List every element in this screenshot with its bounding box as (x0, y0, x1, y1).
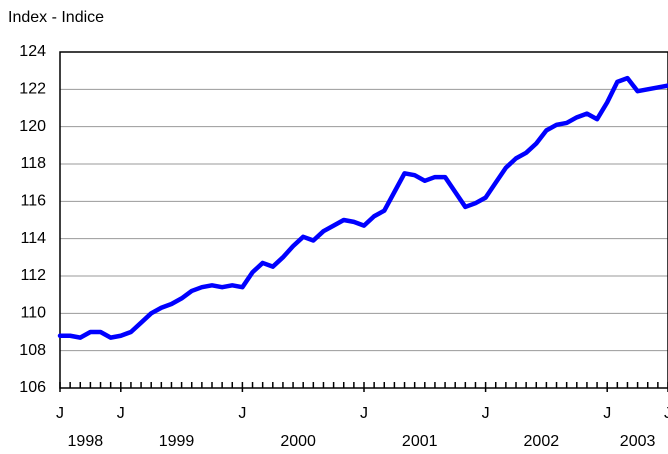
chart-title: Index - Indice (8, 9, 104, 26)
y-tick-label: 116 (20, 193, 46, 210)
line-series (57, 75, 668, 340)
x-tick-label: J (603, 405, 611, 422)
year-label: 2003 (620, 433, 656, 450)
year-label: 2001 (402, 433, 438, 450)
y-tick-label: 106 (19, 379, 46, 396)
y-tick-label: 122 (19, 81, 46, 98)
x-tick-label: J (482, 405, 490, 422)
y-tick-label: 114 (20, 230, 46, 247)
year-label: 2002 (524, 433, 560, 450)
y-tick-label: 108 (19, 342, 46, 359)
x-tick-label: J (238, 405, 246, 422)
plot-frame (59, 51, 668, 389)
x-tick-label: J (117, 405, 125, 422)
x-tick-label: J (56, 405, 64, 422)
y-tick-label: 120 (19, 118, 46, 135)
year-label: 1998 (68, 433, 104, 450)
year-label: 2000 (280, 433, 316, 450)
y-tick-label: 124 (19, 43, 46, 60)
y-tick-label: 118 (20, 155, 46, 172)
y-tick-label: 112 (20, 267, 46, 284)
x-tick-label: J (664, 405, 668, 422)
y-tick-label: 110 (20, 305, 46, 322)
year-label: 1999 (159, 433, 195, 450)
x-tick-label: J (360, 405, 368, 422)
